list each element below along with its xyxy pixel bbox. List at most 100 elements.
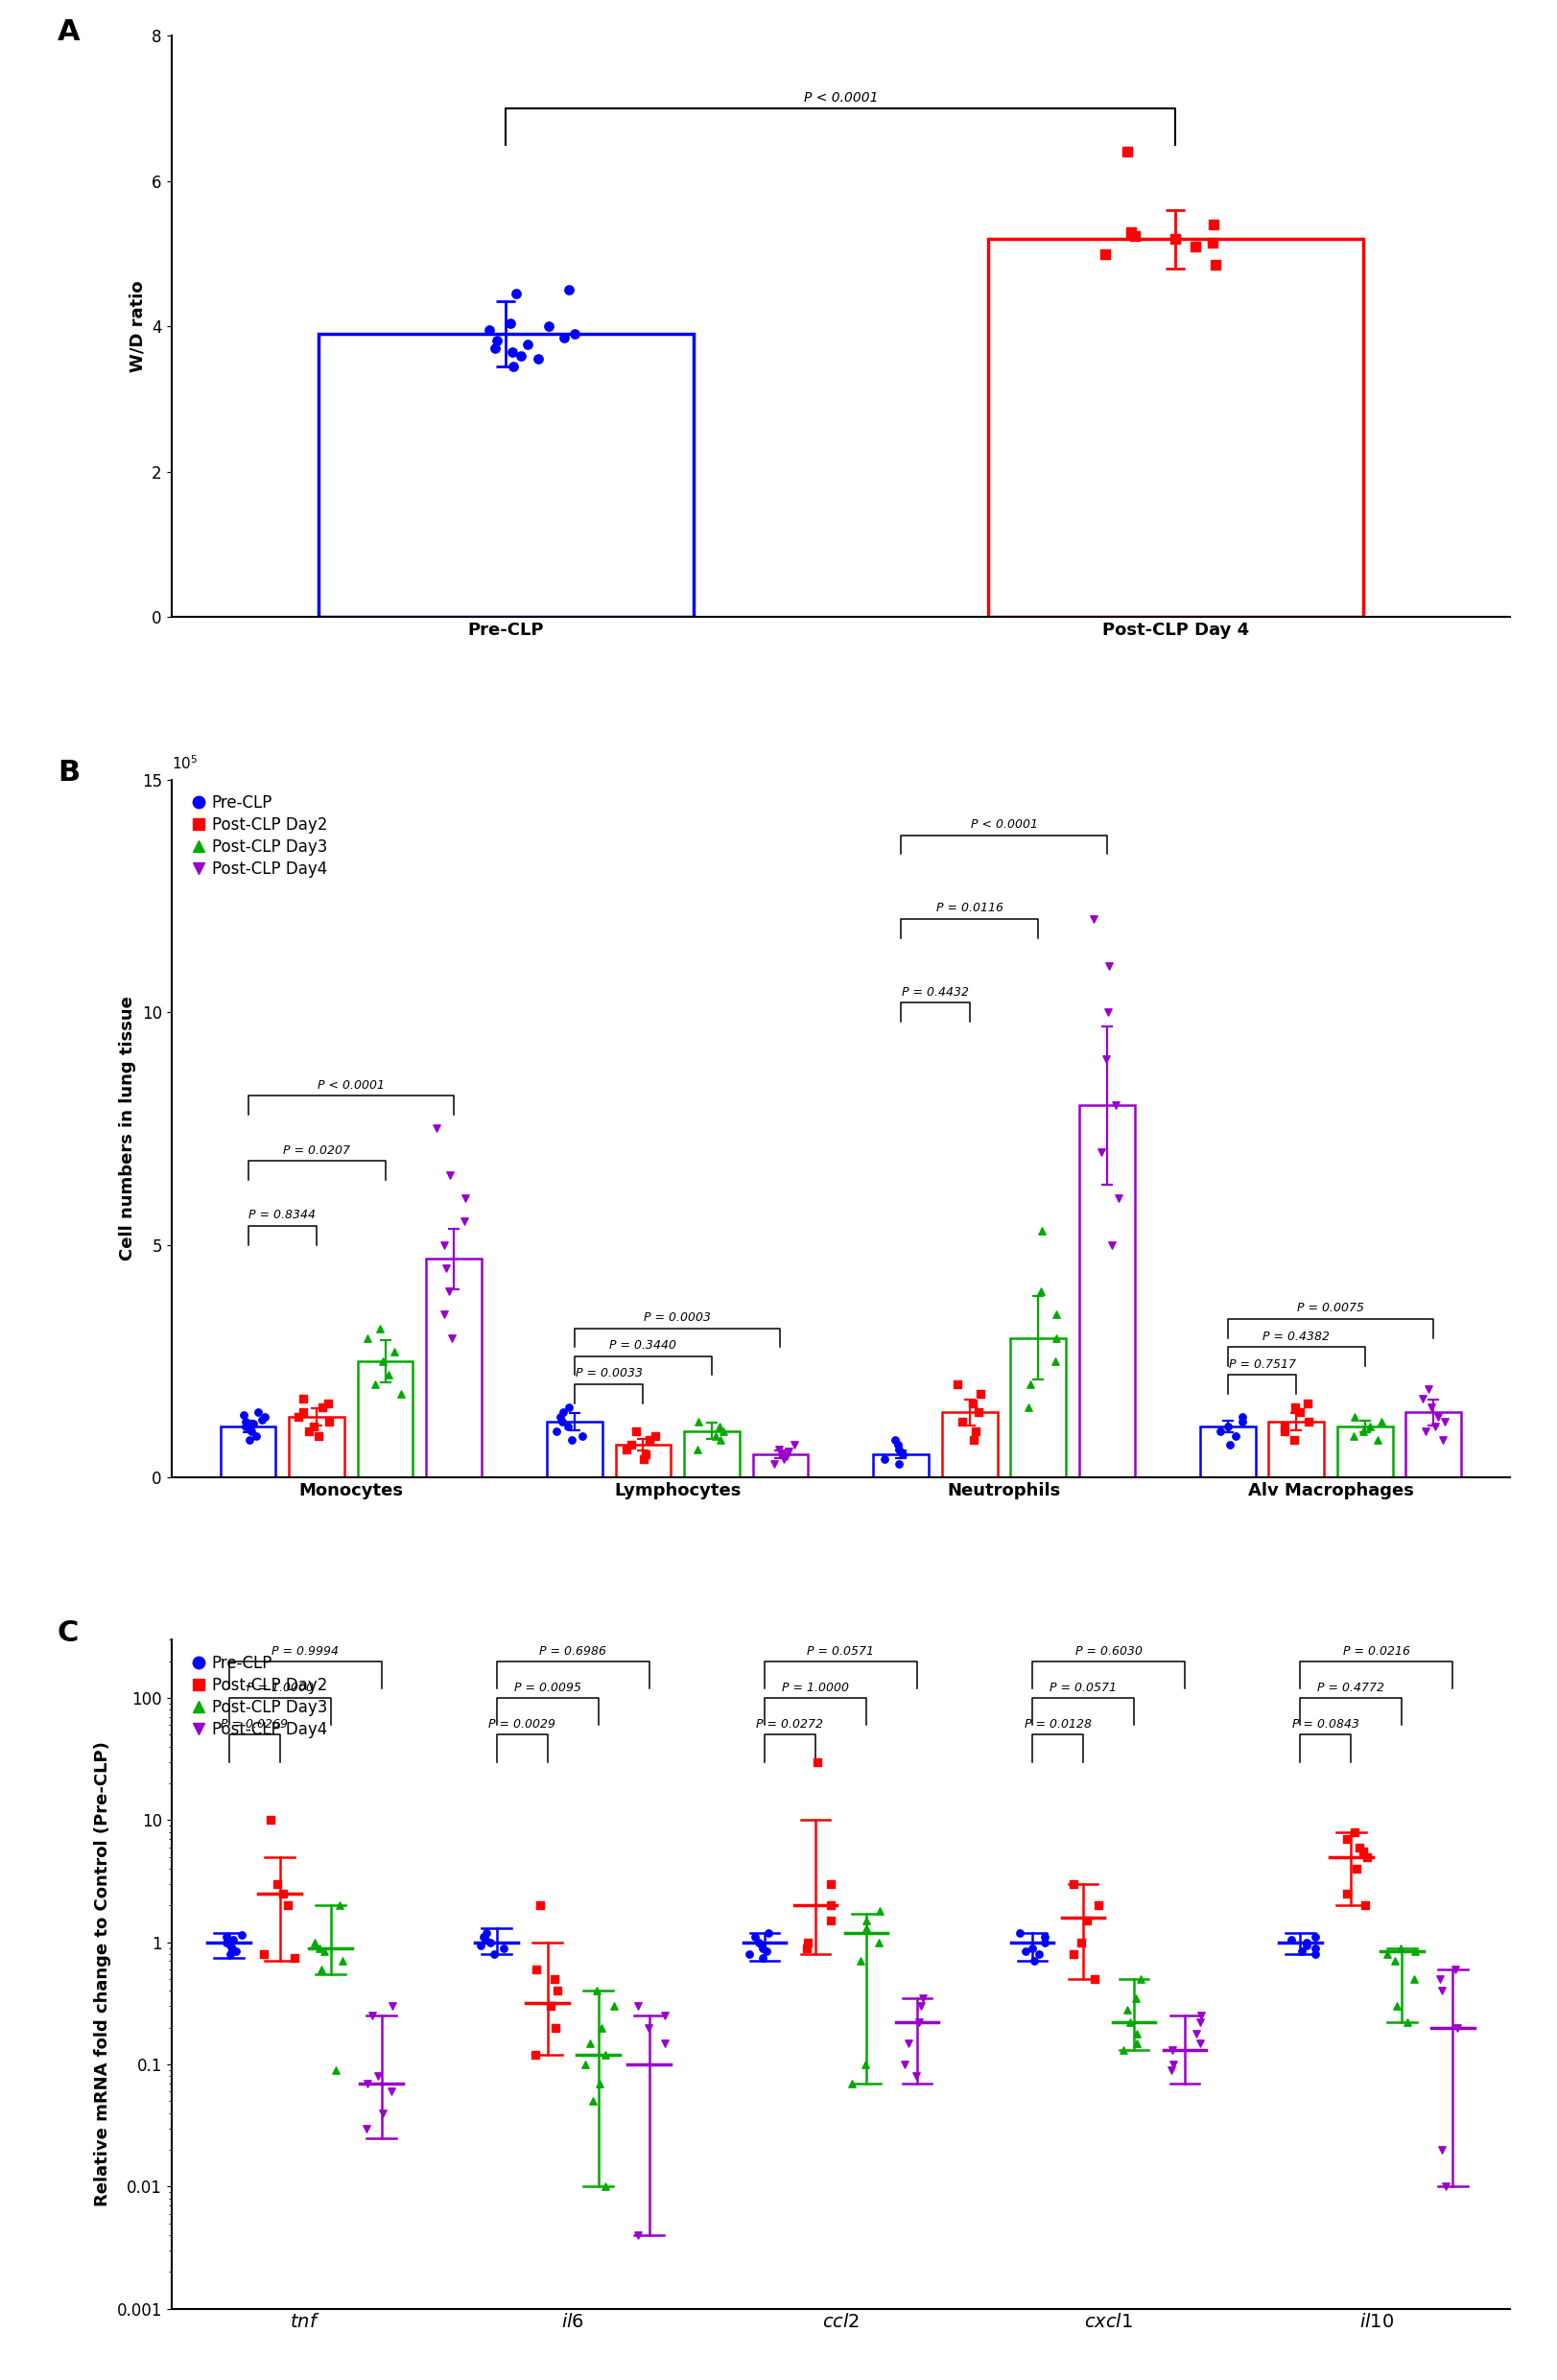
Point bbox=[1043, 1319, 1068, 1357]
Point bbox=[252, 1397, 277, 1435]
Point bbox=[1032, 1918, 1057, 1956]
Point bbox=[378, 2073, 403, 2111]
Text: B: B bbox=[58, 759, 79, 785]
Bar bbox=[1079, 1104, 1135, 1478]
Point bbox=[476, 312, 501, 350]
Point bbox=[1208, 1411, 1233, 1449]
Point bbox=[1026, 1935, 1051, 1973]
Point bbox=[1020, 1928, 1045, 1966]
Point bbox=[847, 1942, 872, 1980]
Point bbox=[613, 1430, 638, 1468]
Point bbox=[481, 1935, 506, 1973]
Point bbox=[819, 1902, 844, 1940]
Point bbox=[895, 2023, 920, 2061]
Point bbox=[1029, 1273, 1054, 1311]
Point bbox=[1384, 1987, 1409, 2025]
Point bbox=[431, 1226, 456, 1264]
Point bbox=[1102, 1085, 1127, 1123]
Point bbox=[601, 1987, 626, 2025]
Point bbox=[906, 2004, 931, 2042]
Point bbox=[472, 1918, 497, 1956]
Point bbox=[867, 1892, 892, 1930]
Bar bbox=[989, 240, 1362, 616]
Point bbox=[736, 1935, 761, 1973]
Point bbox=[1112, 2033, 1137, 2071]
Bar bbox=[942, 1411, 998, 1478]
Point bbox=[1432, 1402, 1457, 1440]
Point bbox=[353, 2109, 378, 2147]
Point bbox=[1118, 212, 1143, 250]
Point bbox=[1428, 1961, 1453, 1999]
Point bbox=[1123, 1978, 1148, 2016]
Point bbox=[1115, 1990, 1140, 2028]
Point bbox=[355, 1319, 380, 1357]
Point bbox=[782, 1426, 807, 1464]
Point bbox=[389, 1376, 414, 1414]
Point bbox=[1334, 1821, 1359, 1859]
Point bbox=[1188, 2004, 1213, 2042]
Point bbox=[241, 1404, 266, 1442]
Point bbox=[377, 1357, 402, 1395]
Point bbox=[545, 1411, 570, 1449]
Point bbox=[1443, 1949, 1468, 1987]
Text: P = 0.0207: P = 0.0207 bbox=[283, 1145, 350, 1157]
Point bbox=[1429, 1421, 1454, 1459]
Point bbox=[234, 1402, 258, 1440]
Point bbox=[1341, 1416, 1365, 1454]
Point bbox=[1204, 245, 1228, 283]
Point bbox=[1216, 1407, 1241, 1445]
Point bbox=[581, 2082, 606, 2121]
Text: P < 0.0001: P < 0.0001 bbox=[970, 819, 1037, 831]
Point bbox=[1160, 2044, 1185, 2082]
Point bbox=[1163, 221, 1188, 259]
Point bbox=[1029, 1211, 1054, 1250]
Text: P = 0.4772: P = 0.4772 bbox=[1317, 1683, 1384, 1695]
Point bbox=[500, 333, 525, 371]
Point bbox=[1294, 1923, 1319, 1961]
Point bbox=[853, 2044, 878, 2082]
Point bbox=[380, 1987, 405, 2025]
Point bbox=[1278, 1921, 1303, 1959]
Point bbox=[620, 1426, 645, 1464]
Point bbox=[1365, 1421, 1390, 1459]
Point bbox=[213, 1923, 238, 1961]
Point bbox=[1403, 1933, 1428, 1971]
Point bbox=[492, 1928, 517, 1966]
Point bbox=[1158, 2052, 1183, 2090]
Point bbox=[1283, 1388, 1308, 1426]
Text: P = 0.0116: P = 0.0116 bbox=[936, 902, 1003, 914]
Point bbox=[223, 1933, 248, 1971]
Point bbox=[1334, 1875, 1359, 1914]
Point bbox=[265, 1866, 290, 1904]
Point bbox=[1124, 2013, 1149, 2052]
Point bbox=[1183, 228, 1208, 267]
Point bbox=[587, 2063, 612, 2102]
Point bbox=[652, 2023, 677, 2061]
Point bbox=[1017, 1388, 1042, 1426]
Point bbox=[631, 1440, 655, 1478]
Point bbox=[961, 1385, 986, 1423]
Text: P = 0.0216: P = 0.0216 bbox=[1342, 1645, 1411, 1656]
Point bbox=[1409, 1380, 1434, 1418]
Point bbox=[498, 305, 523, 343]
Text: P = 0.0003: P = 0.0003 bbox=[645, 1311, 712, 1323]
Point bbox=[775, 1433, 800, 1471]
Point bbox=[360, 1997, 385, 2035]
Point bbox=[366, 2056, 391, 2094]
Point bbox=[903, 2056, 928, 2094]
Point bbox=[961, 1421, 986, 1459]
Legend: Pre-CLP, Post-CLP Day2, Post-CLP Day3, Post-CLP Day4: Pre-CLP, Post-CLP Day2, Post-CLP Day3, P… bbox=[193, 795, 327, 878]
Point bbox=[1014, 1933, 1039, 1971]
Point bbox=[754, 1933, 778, 1971]
Point bbox=[523, 1949, 548, 1987]
Point bbox=[218, 1925, 243, 1964]
Text: P = 0.0843: P = 0.0843 bbox=[1292, 1718, 1359, 1730]
Point bbox=[743, 1918, 768, 1956]
Bar bbox=[1269, 1421, 1323, 1478]
Point bbox=[750, 1937, 775, 1975]
Text: $10^5$: $10^5$ bbox=[171, 754, 198, 774]
Bar bbox=[427, 1259, 481, 1478]
Point bbox=[794, 1928, 819, 1966]
Point bbox=[637, 1421, 662, 1459]
Point bbox=[434, 1250, 459, 1288]
